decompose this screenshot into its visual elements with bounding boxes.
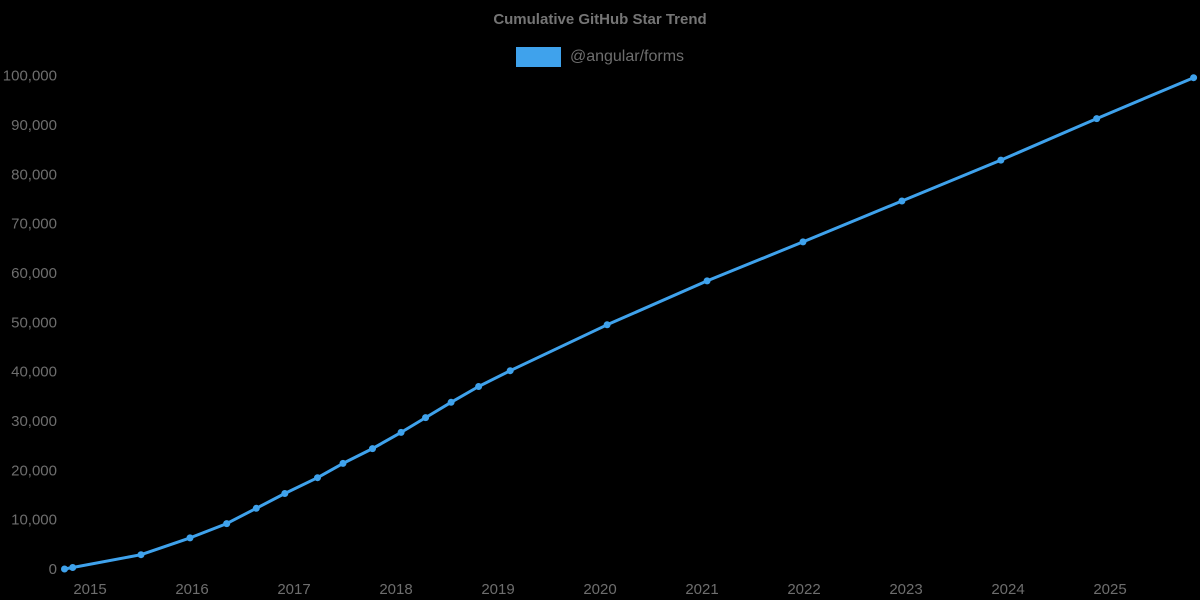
svg-text:90,000: 90,000 bbox=[11, 117, 57, 134]
trend-line-series bbox=[61, 74, 1198, 573]
legend-swatch bbox=[515, 47, 561, 67]
svg-text:2019: 2019 bbox=[481, 581, 514, 598]
svg-text:50,000: 50,000 bbox=[11, 314, 57, 331]
chart-legend: @angular/forms bbox=[0, 47, 1200, 67]
svg-text:2021: 2021 bbox=[685, 581, 718, 598]
y-axis-labels: 0 10,000 20,000 30,000 40,000 50,000 60,000 70,… bbox=[3, 68, 57, 578]
svg-text:2022: 2022 bbox=[787, 581, 820, 598]
svg-text:40,000: 40,000 bbox=[11, 364, 57, 381]
svg-text:10,000: 10,000 bbox=[11, 512, 57, 529]
svg-text:2015: 2015 bbox=[73, 581, 106, 598]
svg-text:2020: 2020 bbox=[583, 581, 616, 598]
svg-text:2024: 2024 bbox=[991, 581, 1024, 598]
svg-text:2025: 2025 bbox=[1093, 581, 1126, 598]
svg-text:0: 0 bbox=[49, 561, 57, 578]
svg-text:2016: 2016 bbox=[175, 581, 208, 598]
legend-label: @angular/forms bbox=[569, 48, 685, 65]
svg-text:60,000: 60,000 bbox=[11, 265, 57, 282]
svg-text:2017: 2017 bbox=[277, 581, 310, 598]
chart-title: Cumulative GitHub Star Trend bbox=[493, 11, 707, 28]
svg-text:30,000: 30,000 bbox=[11, 413, 57, 430]
svg-text:70,000: 70,000 bbox=[11, 216, 57, 233]
svg-text:2018: 2018 bbox=[379, 581, 412, 598]
x-axis-labels: 2015 2016 2017 2018 2019 2020 2021 2022 2023 2024… bbox=[73, 581, 1126, 598]
svg-text:2023: 2023 bbox=[889, 581, 922, 598]
svg-text:20,000: 20,000 bbox=[11, 462, 57, 479]
svg-text:100,000: 100,000 bbox=[3, 68, 57, 85]
svg-text:80,000: 80,000 bbox=[11, 166, 57, 183]
